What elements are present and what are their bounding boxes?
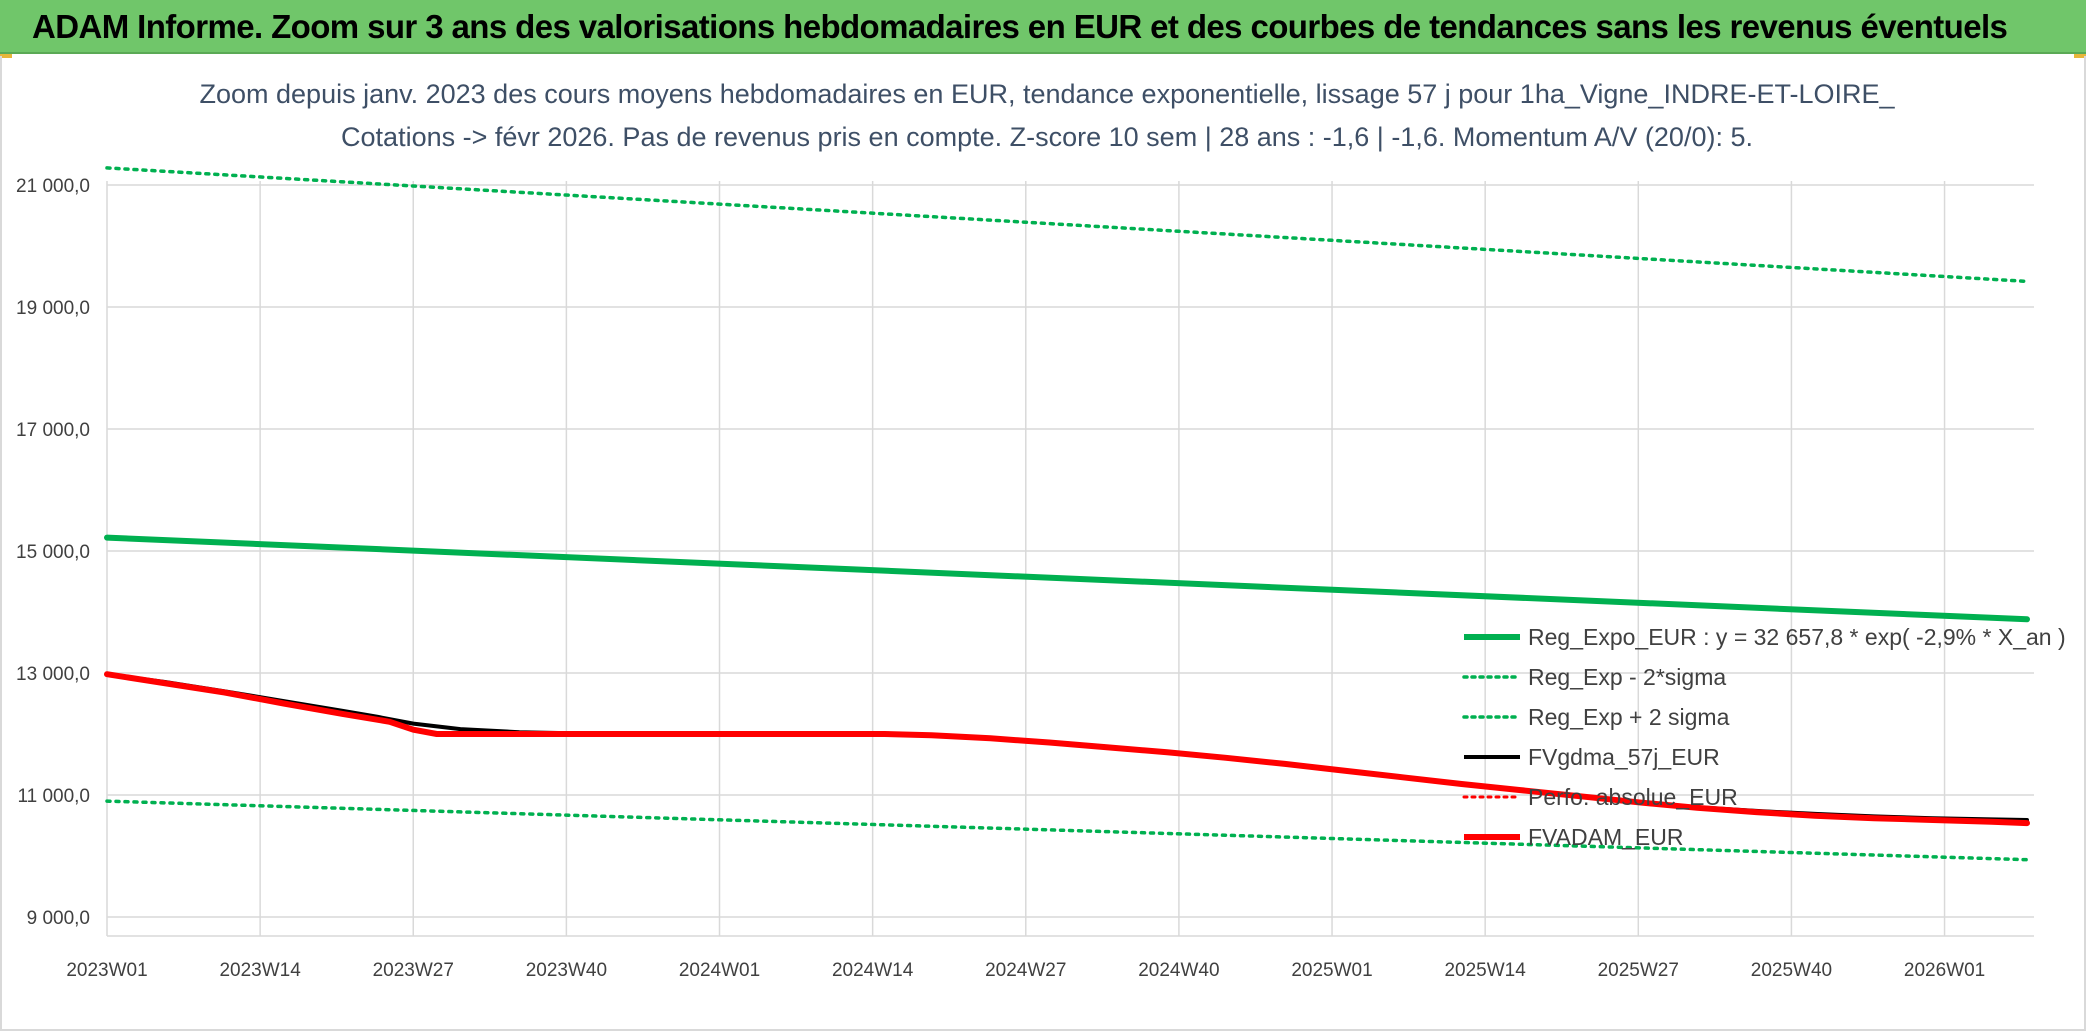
frame-corner-right xyxy=(2074,54,2086,58)
y-tick-label: 19 000,0 xyxy=(16,298,90,319)
report-title: ADAM Informe. Zoom sur 3 ans des valoris… xyxy=(32,8,2008,45)
x-tick-label: 2025W01 xyxy=(1291,960,1372,981)
legend-label: Reg_Exp + 2 sigma xyxy=(1528,704,1730,730)
y-tick-label: 9 000,0 xyxy=(27,908,90,929)
line-chart: Zoom depuis janv. 2023 des cours moyens … xyxy=(16,79,2066,981)
series-line-reg-exp xyxy=(105,799,2029,862)
legend-label: Perfo. absolue_EUR xyxy=(1528,784,1738,810)
x-tick-label: 2023W40 xyxy=(526,960,607,981)
x-tick-label: 2023W14 xyxy=(219,960,301,981)
y-tick-label: 21 000,0 xyxy=(16,176,90,197)
x-tick-label: 2023W01 xyxy=(66,960,147,981)
legend-label: Reg_Expo_EUR : y = 32 657,8 * exp( -2,9%… xyxy=(1528,624,2066,650)
x-axis: 2023W01 2023W14 2023W27 2023W40 2024W01 2024W… xyxy=(66,960,1985,981)
series-line-reg-exp xyxy=(105,166,2029,284)
series-line-fvadam-eur xyxy=(104,671,2030,827)
series-lines xyxy=(104,166,2030,862)
legend-label: Reg_Exp - 2*sigma xyxy=(1528,664,1726,690)
x-tick-label: 2025W14 xyxy=(1444,960,1526,981)
series-line-fvgdma-57j-eur xyxy=(105,672,2029,822)
x-tick-label: 2024W40 xyxy=(1138,960,1219,981)
grid xyxy=(106,181,2034,937)
x-tick-label: 2024W01 xyxy=(679,960,760,981)
x-tick-label: 2026W01 xyxy=(1904,960,1985,981)
x-tick-label: 2024W27 xyxy=(985,960,1066,981)
legend: Reg_Expo_EUR : y = 32 657,8 * exp( -2,9%… xyxy=(1462,624,2066,850)
x-tick-label: 2025W40 xyxy=(1751,960,1832,981)
chart-title-line-2: Cotations -> févr 2026. Pas de revenus p… xyxy=(341,122,1753,152)
legend-label: FVADAM_EUR xyxy=(1528,824,1684,850)
report-banner: ADAM Informe. Zoom sur 3 ans des valoris… xyxy=(0,0,2086,54)
y-axis: 9 000,0 11 000,0 13 000,0 15 000,0 17 000,0 1… xyxy=(16,176,90,929)
chart-area: Zoom depuis janv. 2023 des cours moyens … xyxy=(0,56,2086,1031)
x-tick-label: 2025W27 xyxy=(1598,960,1679,981)
y-tick-label: 15 000,0 xyxy=(16,542,90,563)
y-tick-label: 17 000,0 xyxy=(16,420,90,441)
legend-label: FVgdma_57j_EUR xyxy=(1528,744,1720,770)
x-tick-label: 2024W14 xyxy=(832,960,914,981)
y-tick-label: 11 000,0 xyxy=(17,786,90,807)
series-line-reg-expo-eur xyxy=(104,534,2030,623)
series-line-perfo- xyxy=(105,672,2029,825)
x-tick-label: 2023W27 xyxy=(373,960,454,981)
chart-title-line-1: Zoom depuis janv. 2023 des cours moyens … xyxy=(200,79,1896,109)
frame-corner-left xyxy=(0,54,12,58)
y-tick-label: 13 000,0 xyxy=(16,664,90,685)
